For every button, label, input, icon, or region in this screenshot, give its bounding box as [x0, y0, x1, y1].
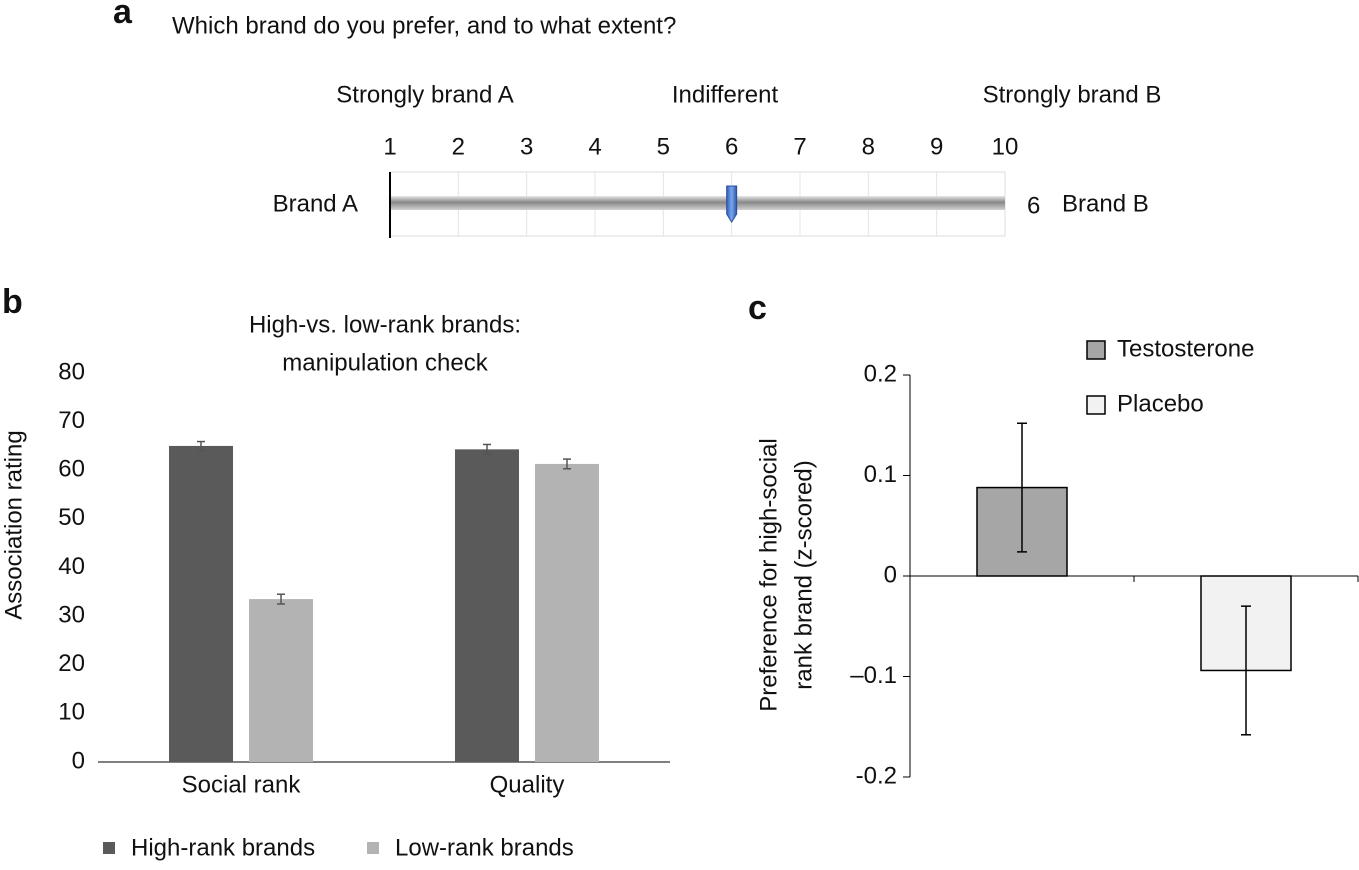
panel-label: b [2, 283, 23, 321]
scale-tick-label: 5 [657, 133, 670, 160]
y-tick-label: –0.1 [850, 662, 897, 689]
slider-track[interactable] [390, 196, 1005, 210]
legend-swatch [103, 842, 115, 854]
y-tick-label: 0.2 [864, 360, 897, 387]
slider-value: 6 [1027, 192, 1040, 219]
legend-swatch [1086, 395, 1106, 415]
legend-label: Placebo [1117, 390, 1204, 417]
y-tick-label: -0.2 [856, 762, 897, 789]
y-tick-label: 30 [58, 601, 85, 628]
y-tick-label: 70 [58, 407, 85, 434]
scale-tick-label: 2 [452, 133, 465, 160]
left-label: Brand A [273, 190, 358, 217]
y-tick-label: 60 [58, 456, 85, 483]
error-bar [563, 458, 571, 470]
bar [535, 463, 599, 762]
chart-title: High-vs. low-rank brands: [249, 311, 521, 338]
y-axis-label: Association rating [0, 430, 27, 619]
scale-tick-label: 10 [992, 133, 1019, 160]
y-axis-label: rank brand (z-scored) [790, 460, 817, 689]
y-tick-label: 0.1 [864, 461, 897, 488]
bar [169, 445, 233, 762]
legend-swatch [1086, 340, 1106, 360]
y-tick-label: 40 [58, 553, 85, 580]
scale-tick-label: 1 [383, 133, 396, 160]
anchor-label: Strongly brand A [336, 81, 513, 108]
scale-tick-label: 9 [930, 133, 943, 160]
chart-title: manipulation check [282, 349, 488, 376]
scale-tick-label: 7 [793, 133, 806, 160]
scale-tick-label: 6 [725, 133, 738, 160]
bar [249, 599, 313, 762]
anchor-label: Indifferent [672, 81, 779, 108]
error-bar [197, 440, 205, 452]
y-tick-label: 10 [58, 699, 85, 726]
y-tick-label: 0 [884, 561, 897, 588]
bar [455, 449, 519, 762]
scale-tick-label: 8 [862, 133, 875, 160]
scale-tick-label: 3 [520, 133, 533, 160]
scale-tick-label: 4 [588, 133, 601, 160]
slider-thumb [726, 185, 738, 223]
x-tick-label: Social rank [182, 771, 302, 798]
y-tick-label: 50 [58, 504, 85, 531]
error-bar [1241, 605, 1251, 736]
question: Which brand do you prefer, and to what e… [172, 12, 676, 39]
legend-label: Testosterone [1117, 335, 1254, 362]
legend-label: High-rank brands [131, 834, 315, 861]
panel-label: c [748, 289, 767, 327]
anchor-label: Strongly brand B [983, 81, 1162, 108]
y-axis-label: Preference for high-social [755, 438, 782, 711]
right-label: Brand B [1062, 190, 1149, 217]
y-tick-label: 80 [58, 358, 85, 385]
error-bar [277, 593, 285, 605]
error-bar [1017, 422, 1027, 553]
y-tick-label: 0 [72, 747, 85, 774]
x-tick-label: Quality [490, 771, 565, 798]
error-bar [483, 443, 491, 455]
panel-label: a [113, 0, 133, 31]
legend-label: Low-rank brands [395, 834, 574, 861]
legend-swatch [367, 842, 379, 854]
y-tick-label: 20 [58, 650, 85, 677]
